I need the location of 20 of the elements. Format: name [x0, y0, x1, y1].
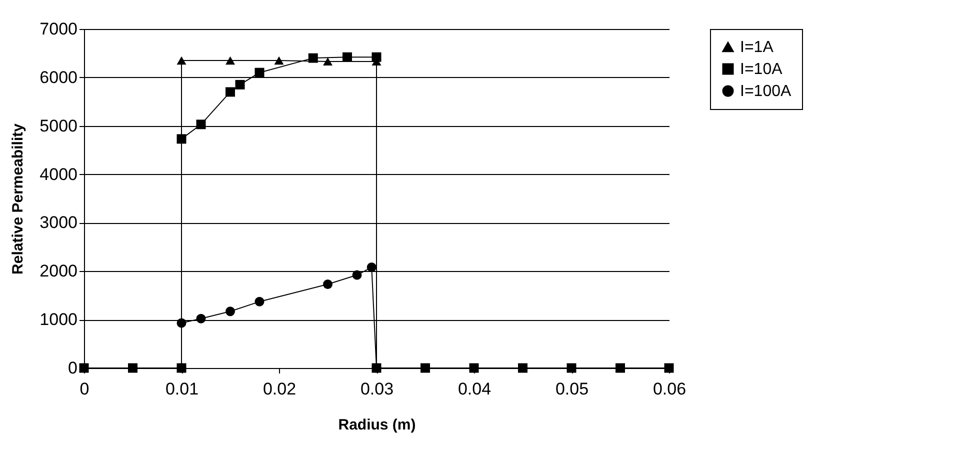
y-tick-label: 7000: [40, 20, 78, 38]
y-tick-label: 5000: [40, 116, 78, 136]
x-tick-label: 0.05: [555, 380, 589, 398]
x-tick-label: 0.06: [652, 380, 686, 398]
y-tick-label: 2000: [40, 262, 78, 281]
x-tick-label: 0.01: [165, 380, 199, 398]
y-tick-label: 3000: [40, 213, 78, 232]
x-axis-title: Radius (m): [338, 416, 416, 434]
y-tick-label: 1000: [40, 310, 78, 330]
legend-label: I=10A: [740, 61, 783, 78]
y-tick-label: 0: [68, 358, 78, 378]
y-tick-label: 4000: [40, 164, 78, 184]
legend-label: I=100A: [740, 83, 792, 100]
x-tick-label: 0.04: [458, 380, 492, 398]
y-tick-label: 6000: [40, 68, 78, 87]
x-tick-label: 0.03: [360, 380, 394, 398]
legend-label: I=1A: [740, 39, 774, 56]
x-tick-label: 0.02: [262, 380, 296, 398]
y-axis-title: Relative Permeability: [10, 122, 27, 274]
x-tick-label: 0: [80, 380, 90, 398]
